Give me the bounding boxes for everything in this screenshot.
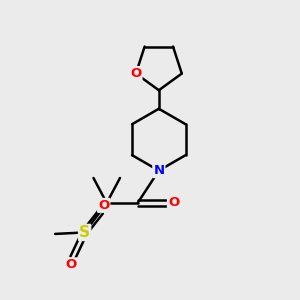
Text: O: O <box>66 258 77 271</box>
Text: S: S <box>79 225 90 240</box>
Text: N: N <box>153 164 164 177</box>
Text: O: O <box>98 199 110 212</box>
Text: O: O <box>130 67 142 80</box>
Text: O: O <box>168 196 179 209</box>
